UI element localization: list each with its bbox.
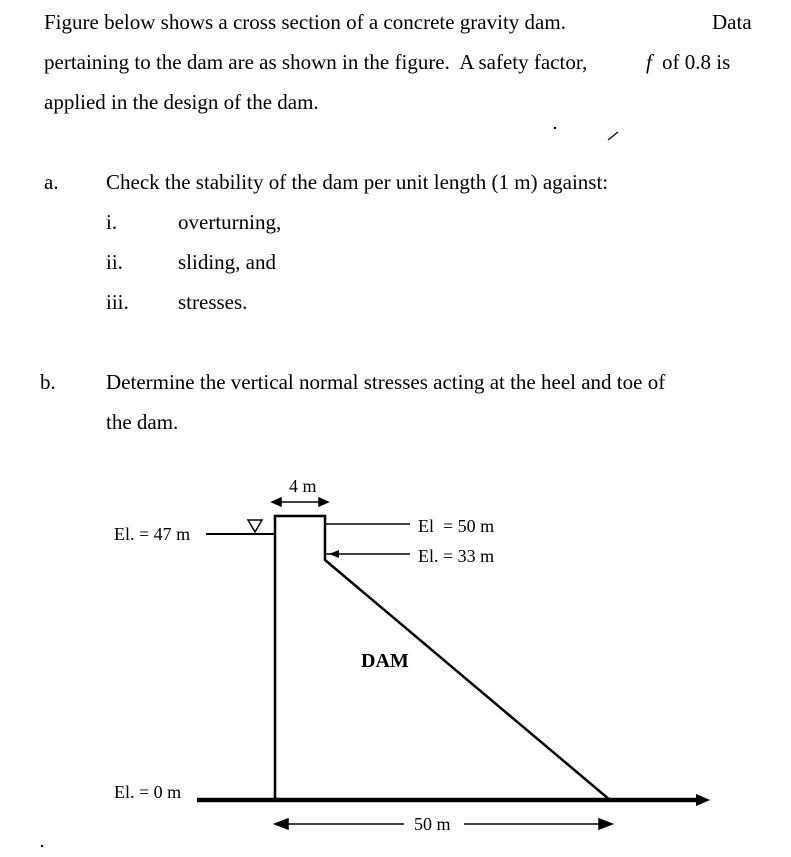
page: Figure below shows a cross section of a …: [0, 0, 791, 857]
ground-line-arrowhead: [696, 794, 710, 806]
base-dim-arrow: [275, 819, 612, 829]
water-level-triangle-icon: [248, 520, 262, 532]
dam-diagram: [0, 0, 791, 857]
artifact-dot-2: [41, 845, 43, 847]
artifact-tick: [608, 132, 618, 140]
dam-outline: [275, 516, 610, 800]
artifact-dot: [554, 127, 556, 129]
leader-mid-arrowhead: [329, 550, 339, 558]
top-dim-arrow: [272, 498, 328, 506]
